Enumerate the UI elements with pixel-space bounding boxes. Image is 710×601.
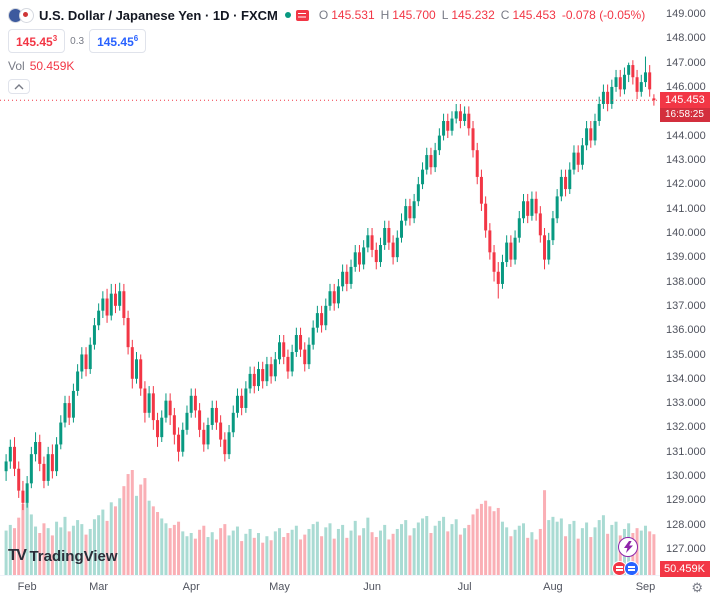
tradingview-logo-icon: TV [8, 547, 27, 564]
lightning-bolt-icon [623, 541, 633, 553]
time-axis-label: Sep [635, 581, 656, 593]
time-axis-label: May [269, 581, 290, 593]
open-label: O [318, 8, 329, 22]
volume-axis-tag: 50.459K [660, 561, 710, 577]
price-axis-label: 148.000 [666, 32, 706, 45]
buy-price-button[interactable]: 145.456 [89, 29, 147, 53]
volume-indicator-row: Vol 50.459K [8, 59, 645, 73]
last-price-value: 145.453 [660, 92, 710, 109]
time-axis-label: Mar [89, 581, 109, 593]
spread-value: 0.3 [70, 35, 85, 47]
price-axis-label: 137.000 [666, 299, 706, 312]
close-label: C [500, 8, 510, 22]
time-axis-label: Jul [457, 581, 472, 593]
high-value: 145.700 [392, 8, 436, 22]
price-axis-label: 139.000 [666, 251, 706, 264]
open-value: 145.531 [331, 8, 375, 22]
price-axis-label: 140.000 [666, 226, 706, 239]
price-axis-label: 133.000 [666, 397, 706, 410]
volume-label: Vol [8, 59, 25, 73]
buy-bubble-icon [624, 561, 639, 576]
price-axis[interactable]: 149.000148.000147.000146.000145.000144.0… [660, 0, 710, 575]
quick-trade-button[interactable] [618, 537, 638, 557]
price-axis-label: 143.000 [666, 153, 706, 166]
market-open-dot-icon [284, 12, 291, 18]
candlestick-chart[interactable] [0, 0, 660, 575]
bar-countdown: 16:58:25 [660, 108, 710, 123]
price-axis-label: 127.000 [666, 543, 706, 555]
price-axis-label: 142.000 [666, 178, 706, 191]
time-axis-label: Aug [543, 581, 563, 593]
tradingview-logo[interactable]: TV TradingView [8, 547, 118, 565]
last-price-tag: 145.453 16:58:25 [660, 92, 710, 123]
price-axis-label: 146.000 [666, 81, 706, 93]
price-axis-label: 136.000 [666, 324, 706, 337]
close-value: 145.453 [512, 8, 556, 22]
volume-value: 50.459K [29, 59, 75, 73]
price-axis-label: 134.000 [666, 372, 706, 385]
low-label: L [441, 8, 449, 22]
gear-icon[interactable]: ⚙ [691, 580, 703, 595]
time-axis-label: Feb [17, 581, 37, 593]
price-axis-label: 135.000 [666, 348, 706, 361]
tradingview-logo-text: TradingView [29, 547, 118, 565]
low-value: 145.232 [451, 8, 495, 22]
sell-price-button[interactable]: 145.453 [8, 29, 66, 53]
collapse-panel-button[interactable] [8, 79, 30, 94]
time-axis-label: Jun [363, 581, 381, 593]
price-axis-label: 130.000 [666, 470, 706, 482]
price-axis-label: 129.000 [666, 494, 706, 507]
price-axis-label: 144.000 [666, 129, 706, 142]
price-axis-label: 147.000 [666, 56, 706, 69]
price-axis-label: 128.000 [666, 518, 706, 531]
change-value: -0.078 (-0.05%) [561, 8, 646, 22]
price-axis-label: 132.000 [666, 421, 706, 434]
news-icon[interactable] [295, 9, 309, 21]
time-axis[interactable]: Feb Mar Apr May Jun Jul Aug Sep [0, 575, 710, 601]
currency-pair-flag-icon [8, 7, 34, 23]
price-axis-label: 138.000 [666, 275, 706, 288]
price-axis-label: 141.000 [666, 202, 706, 215]
high-label: H [380, 8, 390, 22]
price-axis-label: 149.000 [666, 8, 706, 20]
chevron-up-icon [14, 83, 24, 89]
time-axis-label: Apr [182, 581, 200, 593]
symbol-title[interactable]: U.S. Dollar / Japanese Yen · 1D · FXCM [39, 7, 278, 23]
legend: U.S. Dollar / Japanese Yen · 1D · FXCM O… [8, 6, 645, 94]
buy-sell-buttons[interactable] [612, 561, 639, 576]
ohlc-values: O 145.531 H 145.700 L 145.232 C 145.453 -0.0… [319, 8, 645, 22]
price-axis-label: 131.000 [666, 445, 706, 458]
